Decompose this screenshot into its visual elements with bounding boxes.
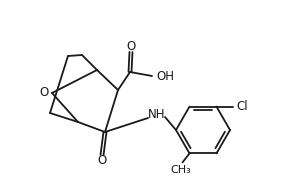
Text: NH: NH [148,108,166,121]
Text: O: O [97,154,107,167]
Text: O: O [39,87,49,100]
Text: Cl: Cl [237,100,248,113]
Text: CH₃: CH₃ [170,165,191,175]
Text: OH: OH [156,69,174,82]
Text: O: O [126,40,135,53]
